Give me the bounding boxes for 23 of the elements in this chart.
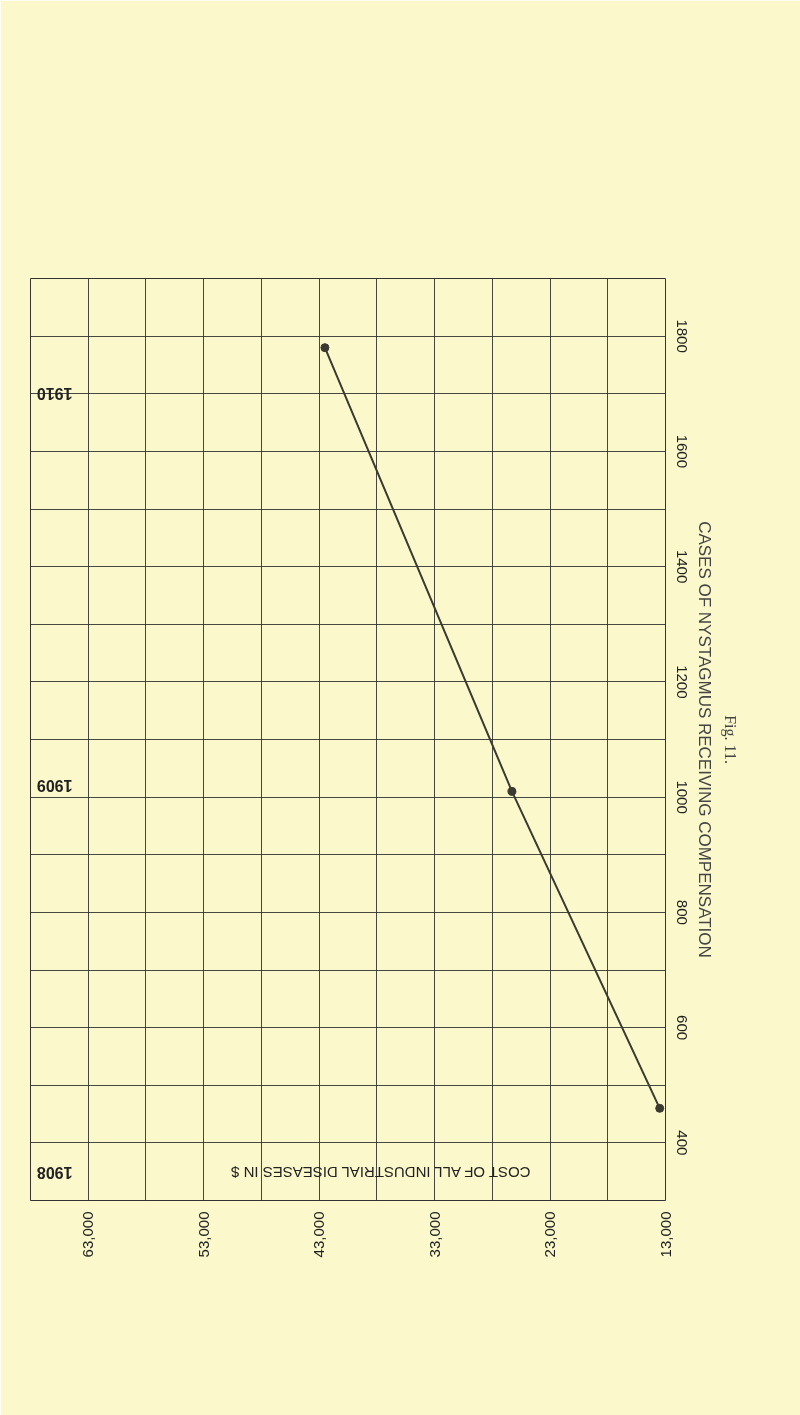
y-tick-label: 800: [673, 899, 691, 925]
y-tick-label: 600: [673, 1015, 691, 1041]
x-tick-label: 63,000: [79, 1211, 97, 1258]
y-tick-label: 1200: [673, 665, 691, 699]
y-tick-label: 1800: [673, 319, 691, 353]
x-tick-label: 23,000: [541, 1211, 559, 1258]
x-tick-label: 13,000: [656, 1211, 674, 1258]
point: [320, 343, 330, 353]
y-tick-label: 1000: [673, 780, 691, 814]
caption: Fig. 11.: [720, 715, 739, 764]
x-tick-label: 53,000: [194, 1211, 212, 1258]
y-tick-label: 1600: [673, 434, 691, 469]
x-tick-label: 33,000: [425, 1211, 443, 1258]
annotation: 1909: [36, 776, 73, 794]
point: [655, 1103, 665, 1113]
annotation: 1908: [36, 1163, 73, 1181]
annotation: 1910: [36, 384, 73, 402]
x-tick-label: 43,000: [310, 1211, 328, 1258]
y-tick-label: 400: [673, 1130, 691, 1156]
y-axis-title: CASES OF NYSTAGMUS RECEIVING COMPENSATION: [694, 521, 714, 958]
point: [507, 786, 517, 796]
y-tick-label: 1400: [673, 549, 691, 584]
x-axis-title: COST OF ALL INDUSTRIAL DISEASES IN $: [230, 1164, 531, 1182]
